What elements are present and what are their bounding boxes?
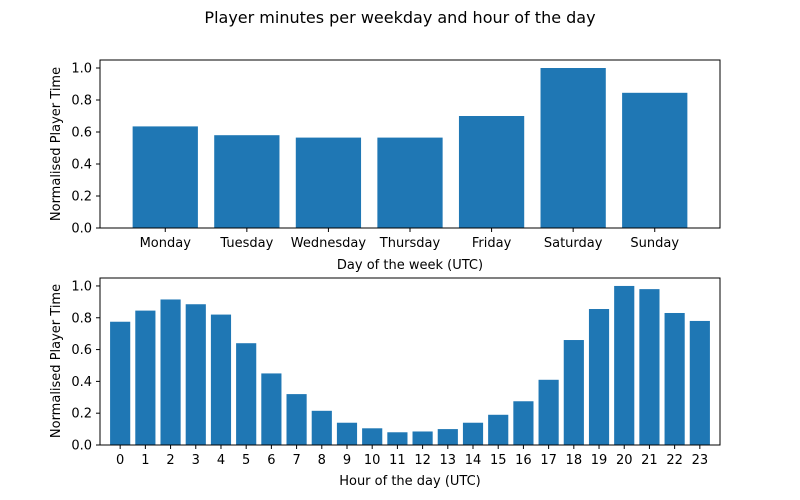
weekday-bar-thursday (377, 137, 443, 228)
hour-bar-13 (437, 429, 458, 445)
hour-x-tick-label: 17 (540, 453, 557, 468)
weekday-x-tick-label: Friday (472, 236, 512, 251)
hour-x-tick-label: 16 (515, 453, 532, 468)
hour-x-tick-label: 2 (166, 453, 174, 468)
hour-x-tick-label: 3 (192, 453, 200, 468)
hour-y-tick-label: 0.8 (71, 311, 92, 326)
hour-bar-8 (311, 410, 332, 445)
hour-y-axis-label: Normalised Player Time (49, 284, 64, 438)
weekday-bars (132, 68, 688, 228)
weekday-bar-monday (132, 126, 198, 228)
weekday-y-tick-label: 0.0 (71, 222, 92, 237)
hour-x-tick-label: 14 (465, 453, 482, 468)
weekday-x-tick-label: Wednesday (291, 236, 367, 251)
weekday-x-tick-label: Sunday (630, 236, 679, 251)
hour-bar-12 (412, 431, 433, 445)
hour-x-tick-label: 19 (591, 453, 608, 468)
hour-bar-20 (614, 285, 635, 445)
hour-bar-11 (387, 432, 408, 445)
weekday-y-tick-label: 0.2 (71, 190, 92, 205)
weekday-chart: Monday Tuesday Wednesday Thursday Friday Satu… (49, 59, 721, 273)
weekday-y-tick-label: 1.0 (71, 62, 92, 77)
hour-x-tick-label: 18 (566, 453, 583, 468)
weekday-bar-saturday (540, 68, 606, 228)
hour-bar-14 (462, 422, 484, 445)
hour-x-tick-label: 8 (318, 453, 326, 468)
weekday-x-ticks: Monday Tuesday Wednesday Thursday Friday Satu… (140, 228, 679, 251)
hour-bar-6 (261, 373, 282, 445)
weekday-bar-friday (458, 116, 525, 228)
hour-x-ticks: 0 1 2 3 4 5 6 7 8 9 10 11 12 13 14 15 16 17 18 19 20 21 22 23 (116, 445, 708, 468)
hour-x-tick-label: 11 (389, 453, 406, 468)
hour-y-tick-label: 0.0 (71, 439, 92, 454)
hour-y-ticks: 0.0 0.2 0.4 0.6 0.8 1.0 (71, 279, 100, 454)
weekday-x-axis-label: Day of the week (UTC) (337, 258, 483, 273)
hour-x-tick-label: 15 (490, 453, 507, 468)
weekday-y-axis-label: Normalised Player Time (49, 67, 64, 221)
hour-bars (110, 285, 710, 445)
weekday-y-tick-label: 0.6 (71, 126, 92, 141)
hour-x-tick-label: 0 (116, 453, 124, 468)
hour-bar-7 (286, 394, 307, 445)
weekday-axes-frame (99, 59, 721, 229)
hour-bar-18 (563, 340, 584, 445)
hour-x-tick-label: 21 (641, 453, 658, 468)
hour-y-tick-label: 1.0 (71, 279, 92, 294)
hour-x-tick-label: 22 (666, 453, 683, 468)
weekday-x-tick-label: Saturday (544, 236, 603, 251)
hour-x-tick-label: 6 (267, 453, 275, 468)
weekday-x-tick-label: Monday (140, 236, 192, 251)
hour-x-tick-label: 1 (141, 453, 149, 468)
hour-bar-16 (513, 401, 534, 445)
hour-bar-22 (664, 312, 685, 445)
weekday-y-ticks: 0.0 0.2 0.4 0.6 0.8 1.0 (71, 62, 100, 237)
hour-bar-21 (639, 289, 660, 445)
hour-chart: 0 1 2 3 4 5 6 7 8 9 10 11 12 13 14 15 16 17 18 19 20 21 22 23 0… (49, 277, 721, 489)
hour-x-tick-label: 13 (440, 453, 457, 468)
weekday-bar-wednesday (295, 137, 362, 228)
hour-y-tick-label: 0.4 (71, 375, 92, 390)
weekday-bar-tuesday (214, 135, 280, 228)
hour-x-tick-label: 5 (242, 453, 250, 468)
weekday-y-tick-label: 0.8 (71, 94, 92, 109)
hour-x-axis-label: Hour of the day (UTC) (339, 474, 481, 489)
hour-bar-19 (588, 309, 610, 445)
hour-x-tick-label: 23 (692, 453, 709, 468)
hour-bar-5 (236, 343, 257, 445)
weekday-bar-sunday (622, 92, 688, 228)
hour-bar-17 (538, 379, 559, 445)
weekday-y-tick-label: 0.4 (71, 158, 92, 173)
hour-x-tick-label: 10 (364, 453, 381, 468)
weekday-x-tick-label: Tuesday (219, 236, 273, 251)
hour-bar-9 (336, 422, 358, 445)
hour-x-tick-label: 9 (343, 453, 351, 468)
hour-bar-23 (689, 320, 710, 445)
hour-bar-15 (488, 414, 509, 445)
hour-bar-2 (160, 299, 181, 445)
hour-bar-0 (110, 321, 131, 445)
hour-x-tick-label: 20 (616, 453, 633, 468)
hour-x-tick-label: 4 (217, 453, 225, 468)
hour-bar-1 (135, 310, 156, 445)
hour-x-tick-label: 12 (414, 453, 431, 468)
hour-bar-10 (362, 428, 383, 445)
hour-bar-4 (210, 314, 232, 445)
hour-axes-frame (99, 277, 721, 446)
figure-title: Player minutes per weekday and hour of t… (204, 8, 595, 27)
hour-y-tick-label: 0.6 (71, 343, 92, 358)
hour-x-tick-label: 7 (292, 453, 300, 468)
hour-y-tick-label: 0.2 (71, 407, 92, 422)
hour-bar-3 (185, 304, 206, 445)
weekday-x-tick-label: Thursday (379, 236, 441, 251)
